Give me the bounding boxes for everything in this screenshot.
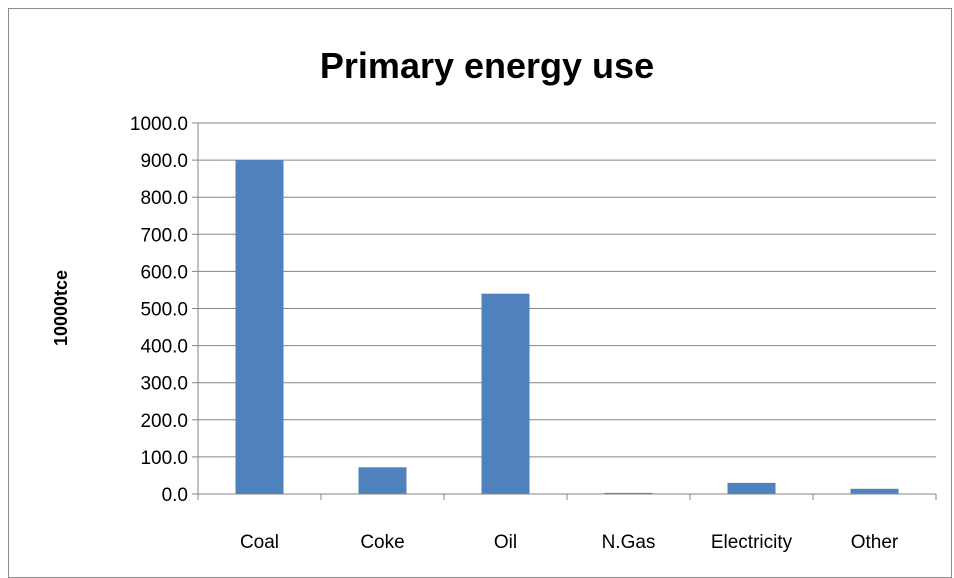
y-axis-label: 10000tce <box>51 270 71 346</box>
y-tick-label: 300.0 <box>140 374 188 395</box>
y-tick-label: 400.0 <box>140 337 188 358</box>
y-tick-label: 0.0 <box>162 485 188 506</box>
category-label: Other <box>851 532 899 553</box>
bar-coal <box>235 160 284 494</box>
bar-coke <box>358 467 407 494</box>
category-label: Coke <box>360 532 404 553</box>
y-tick-label: 700.0 <box>140 225 188 246</box>
bar-electricity <box>727 482 776 494</box>
bar-oil <box>481 293 530 494</box>
bars <box>235 160 899 494</box>
chart-title: Primary energy use <box>320 45 654 86</box>
y-tick-label: 200.0 <box>140 411 188 432</box>
chart-frame <box>8 8 952 578</box>
y-tick-label: 1000.0 <box>130 114 188 135</box>
y-tick-label: 500.0 <box>140 300 188 321</box>
y-tick-label: 600.0 <box>140 262 188 283</box>
y-tick-labels: 0.0 100.0 200.0 300.0 400.0 500.0 600.0 700.0 80… <box>130 114 188 506</box>
category-label: Electricity <box>711 532 793 553</box>
gridlines <box>192 122 936 495</box>
y-tick-label: 900.0 <box>140 151 188 172</box>
category-label: N.Gas <box>602 532 656 553</box>
bar-other <box>850 488 899 494</box>
category-label: Oil <box>494 532 517 553</box>
y-tick-label: 800.0 <box>140 188 188 209</box>
y-tick-label: 100.0 <box>140 448 188 469</box>
category-labels: Coal Coke Oil N.Gas Electricity Other <box>197 494 937 553</box>
category-label: Coal <box>240 532 279 553</box>
bar-n-gas <box>604 492 653 494</box>
